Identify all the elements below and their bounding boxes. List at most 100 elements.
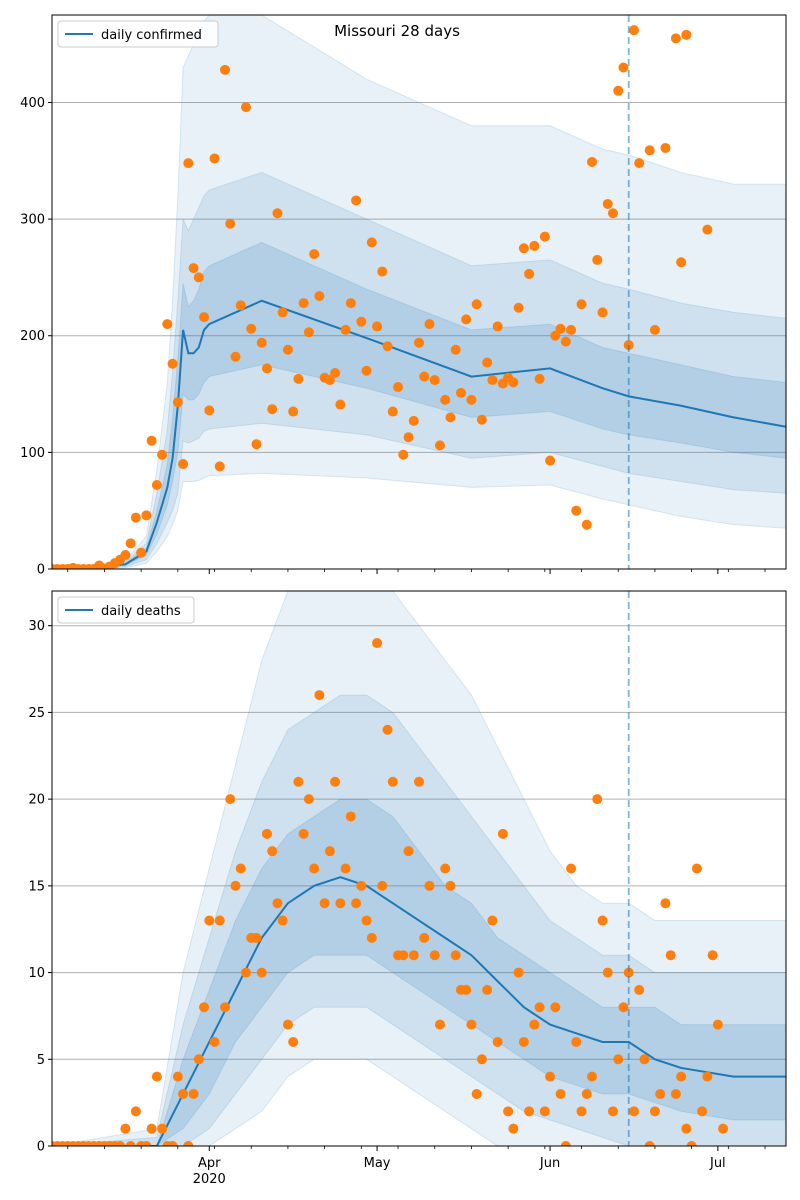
data-point — [424, 319, 435, 330]
data-point — [445, 412, 456, 423]
data-point — [309, 249, 320, 260]
data-point — [277, 915, 288, 926]
data-point — [382, 341, 393, 352]
data-point — [209, 153, 220, 164]
data-point — [466, 394, 477, 405]
data-point — [419, 932, 430, 943]
data-point — [571, 505, 582, 516]
data-point — [115, 1141, 126, 1146]
data-point — [220, 1002, 231, 1013]
data-point — [157, 1123, 168, 1134]
data-point — [644, 145, 655, 156]
data-point — [503, 1106, 514, 1117]
y-tick-label: 25 — [28, 706, 45, 721]
data-point — [240, 102, 251, 113]
data-point — [655, 1088, 666, 1099]
data-point — [492, 321, 503, 332]
data-point — [461, 984, 472, 995]
x-tick-label: Jun — [539, 1156, 560, 1171]
data-point — [361, 915, 372, 926]
data-point — [670, 1088, 681, 1099]
data-point — [193, 272, 204, 283]
data-point — [660, 142, 671, 153]
data-point — [230, 351, 241, 362]
data-point — [146, 1123, 157, 1134]
data-point — [351, 195, 362, 206]
y-tick-label: 400 — [20, 96, 45, 111]
data-point — [146, 435, 157, 446]
data-point — [183, 1141, 194, 1146]
data-point — [597, 307, 608, 318]
axes-frame — [51, 14, 787, 570]
data-point — [414, 337, 424, 348]
series-line — [52, 299, 786, 569]
data-point — [267, 846, 278, 857]
x-tick-label: May — [364, 1156, 391, 1171]
data-point — [681, 29, 692, 40]
data-point — [518, 1036, 529, 1047]
data-point — [513, 967, 524, 978]
data-point — [476, 1054, 487, 1065]
data-point — [508, 1123, 519, 1134]
data-point — [209, 1036, 220, 1047]
band-50% — [52, 241, 786, 569]
data-point — [560, 336, 571, 347]
data-point — [136, 547, 147, 558]
data-point — [288, 1036, 299, 1047]
data-point — [576, 1106, 587, 1117]
data-point — [497, 828, 508, 839]
data-point — [665, 950, 676, 961]
data-point — [167, 1141, 178, 1146]
data-point — [120, 1123, 131, 1134]
data-point — [660, 898, 671, 909]
data-point — [309, 863, 320, 874]
data-point — [230, 880, 241, 891]
band-95% — [52, 591, 786, 1146]
data-point — [545, 455, 556, 466]
data-point — [220, 64, 231, 75]
data-point — [539, 231, 550, 242]
data-point — [702, 1071, 713, 1082]
y-tick-label: 0 — [37, 563, 45, 578]
data-point — [272, 208, 283, 219]
data-point — [178, 1088, 189, 1099]
data-point — [613, 85, 624, 96]
data-point — [513, 302, 524, 313]
data-point — [566, 863, 577, 874]
data-point — [267, 404, 278, 415]
data-point — [277, 307, 288, 318]
data-point — [319, 898, 330, 909]
data-point — [188, 1088, 199, 1099]
data-point — [408, 415, 419, 426]
data-point — [555, 1088, 566, 1099]
panel-daily-deaths: 0 5 10 15 20 25 30 Apr May Jun Jul 2020 daily deaths — [28, 590, 787, 1187]
data-point — [382, 724, 393, 735]
legend-label: daily confirmed — [101, 28, 202, 43]
data-point — [261, 828, 272, 839]
data-point — [466, 1019, 477, 1030]
data-point — [340, 863, 351, 874]
data-point — [607, 1106, 618, 1117]
data-point — [712, 1019, 723, 1030]
data-point — [398, 449, 409, 460]
data-point — [534, 1002, 545, 1013]
data-point — [618, 1002, 629, 1013]
data-point — [450, 950, 461, 961]
data-point — [235, 300, 246, 311]
data-point — [340, 324, 351, 335]
chart-title: Missouri 28 days — [334, 22, 460, 40]
data-point — [524, 1106, 535, 1117]
data-point — [613, 1054, 624, 1065]
data-point — [471, 1088, 482, 1099]
y-tick-label: 0 — [37, 1140, 45, 1155]
data-point — [697, 1106, 708, 1117]
data-point — [539, 1106, 550, 1117]
data-point — [670, 33, 681, 44]
data-point — [372, 638, 383, 649]
data-point — [167, 358, 178, 369]
data-point — [587, 156, 598, 167]
data-point — [702, 224, 713, 235]
data-point — [492, 1036, 503, 1047]
data-point — [324, 375, 335, 386]
